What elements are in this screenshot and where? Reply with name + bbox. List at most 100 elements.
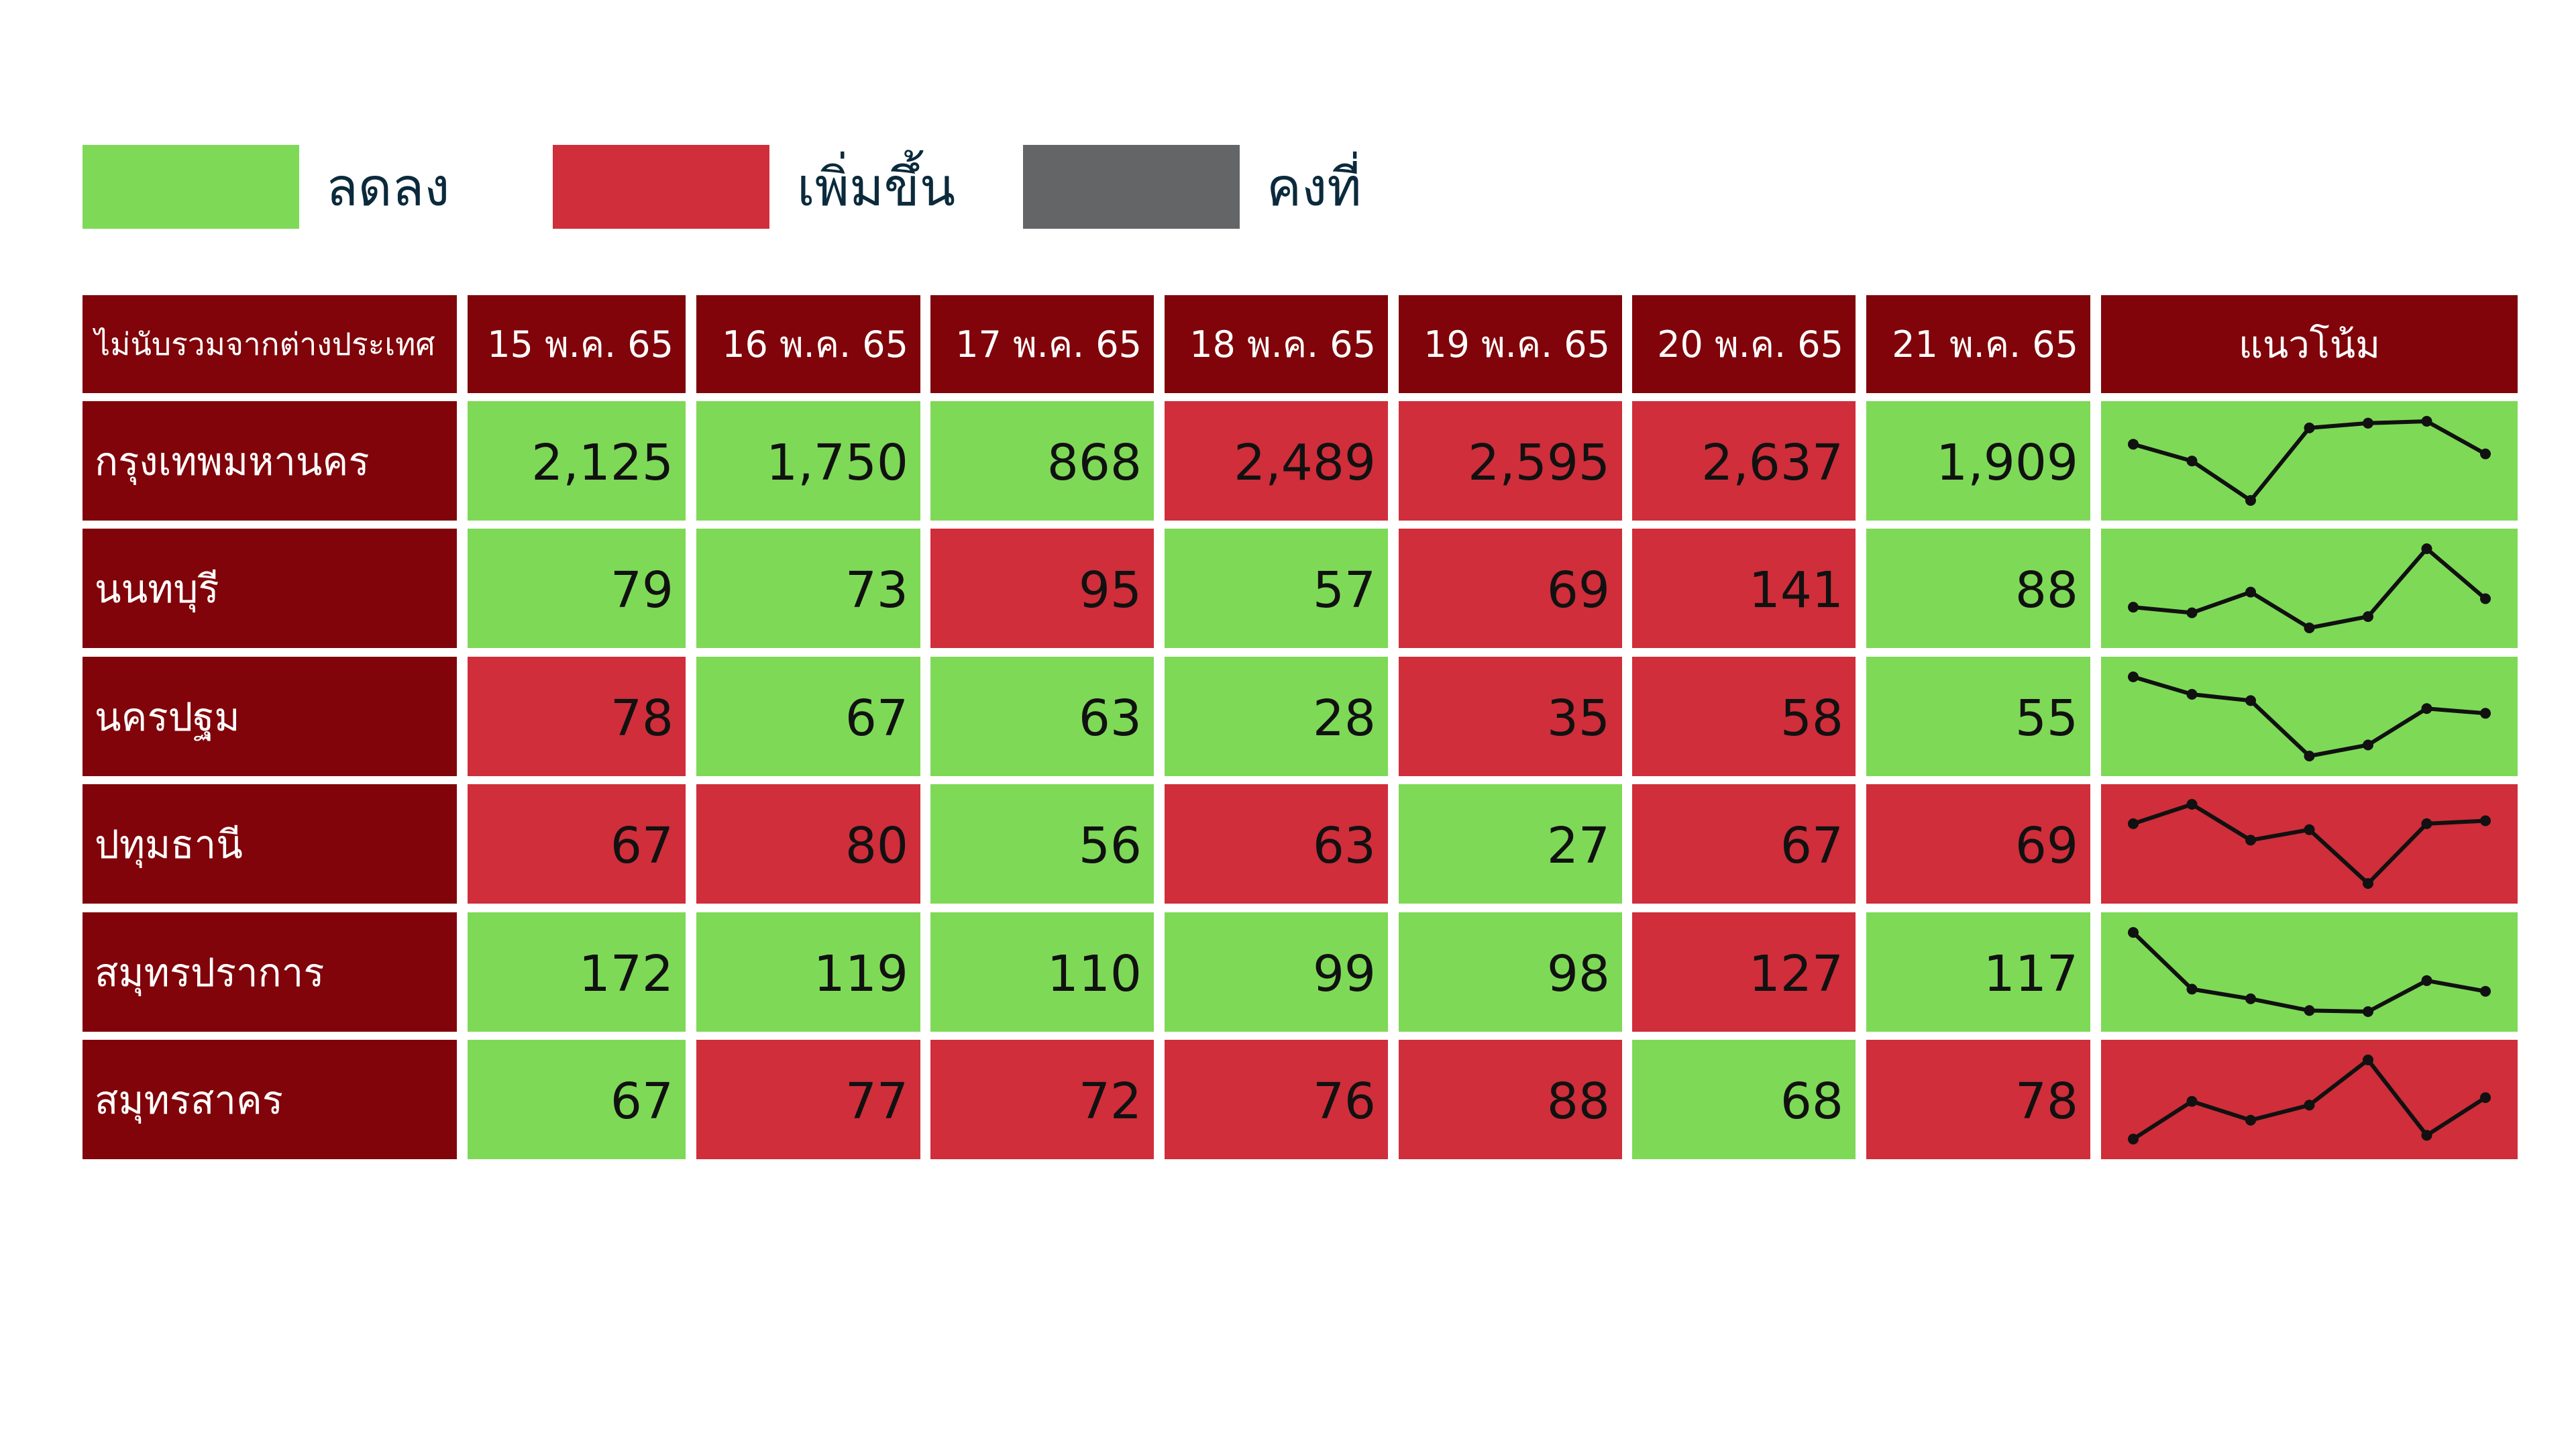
value-cell: 58 (1632, 657, 1856, 776)
value-cell: 80 (696, 784, 920, 904)
trend-point (2245, 495, 2256, 506)
value-cell: 117 (1866, 912, 2090, 1032)
trend-sparkline-cell (2101, 657, 2518, 776)
value-cell: 99 (1165, 912, 1388, 1032)
value-cell: 2,125 (468, 401, 686, 521)
trend-sparkline-cell (2101, 912, 2518, 1032)
trend-point (2480, 815, 2491, 826)
value-cell: 78 (468, 657, 686, 776)
value-cell: 69 (1866, 784, 2090, 904)
trend-point (2421, 416, 2432, 427)
trend-point (2186, 799, 2198, 810)
trend-point (2304, 824, 2315, 835)
trend-point (2128, 927, 2139, 938)
trend-point (2304, 1005, 2315, 1016)
province-name: นครปฐม (83, 657, 457, 776)
value-cell: 110 (930, 912, 1154, 1032)
trend-point (2128, 818, 2139, 829)
trend-sparkline-cell (2101, 529, 2518, 648)
legend-swatch-same (1023, 145, 1240, 229)
header-date: 19 พ.ค. 65 (1399, 295, 1622, 393)
value-cell: 56 (930, 784, 1154, 904)
value-cell: 868 (930, 401, 1154, 521)
trend-point (2186, 455, 2198, 467)
value-cell: 67 (468, 784, 686, 904)
trend-point (2363, 417, 2373, 429)
trend-point (2245, 1114, 2256, 1126)
trend-sparkline (2128, 672, 2491, 761)
trend-point (2245, 835, 2256, 846)
trend-point (2421, 703, 2432, 714)
trend-sparkline (2128, 927, 2491, 1017)
value-cell: 35 (1399, 657, 1622, 776)
header-date: 16 พ.ค. 65 (696, 295, 920, 393)
value-cell: 1,909 (1866, 401, 2090, 521)
trend-sparkline (2128, 543, 2491, 633)
province-name: นนทบุรี (83, 529, 457, 648)
trend-line (2132, 1058, 2487, 1141)
header-date: 17 พ.ค. 65 (930, 295, 1154, 393)
value-cell: 57 (1165, 529, 1388, 648)
trend-point (2421, 975, 2432, 986)
value-cell: 79 (468, 529, 686, 648)
value-cell: 2,637 (1632, 401, 1856, 521)
trend-point (2421, 818, 2432, 829)
trend-point (2480, 448, 2491, 460)
value-cell: 63 (1165, 784, 1388, 904)
trend-point (2128, 1134, 2139, 1144)
legend-label-same: คงที่ (1267, 158, 1362, 218)
value-cell: 67 (468, 1040, 686, 1159)
value-cell: 127 (1632, 912, 1856, 1032)
trend-point (2304, 422, 2315, 433)
value-cell: 1,750 (696, 401, 920, 521)
trend-point (2128, 602, 2139, 613)
value-cell: 72 (930, 1040, 1154, 1159)
trend-point (2128, 439, 2139, 450)
province-name: สมุทรสาคร (83, 1040, 457, 1159)
trend-point (2363, 739, 2373, 751)
value-cell: 88 (1399, 1040, 1622, 1159)
trend-point (2186, 607, 2198, 619)
trend-sparkline-cell (2101, 1040, 2518, 1159)
trend-sparkline-cell (2101, 401, 2518, 521)
value-cell: 55 (1866, 657, 2090, 776)
trend-point (2245, 993, 2256, 1004)
value-cell: 67 (1632, 784, 1856, 904)
trend-point (2480, 708, 2491, 719)
trend-point (2363, 878, 2373, 889)
trend-line (2133, 802, 2486, 885)
value-cell: 78 (1866, 1040, 2090, 1159)
value-cell: 73 (696, 529, 920, 648)
value-cell: 2,489 (1165, 401, 1388, 521)
trend-point (2186, 983, 2198, 995)
trend-point (2186, 689, 2198, 700)
value-cell: 141 (1632, 529, 1856, 648)
legend-swatch-decrease (83, 145, 299, 229)
trend-sparkline (2128, 1055, 2491, 1144)
header-date: 15 พ.ค. 65 (468, 295, 686, 393)
value-cell: 95 (930, 529, 1154, 648)
value-cell: 76 (1165, 1040, 1388, 1159)
province-name: กรุงเทพมหานคร (83, 401, 457, 521)
legend-swatch-increase (553, 145, 769, 229)
header-date: 21 พ.ค. 65 (1866, 295, 2090, 393)
value-cell: 68 (1632, 1040, 1856, 1159)
trend-point (2363, 1055, 2373, 1065)
trend-point (2480, 1092, 2491, 1104)
header-corner-label: ไม่นับรวมจากต่างประเทศ (83, 295, 457, 393)
trend-point (2480, 985, 2491, 997)
trend-line (2133, 547, 2487, 630)
trend-point (2421, 1130, 2432, 1141)
trend-sparkline (2128, 416, 2491, 506)
value-cell: 98 (1399, 912, 1622, 1032)
value-cell: 69 (1399, 529, 1622, 648)
value-cell: 63 (930, 657, 1154, 776)
value-cell: 77 (696, 1040, 920, 1159)
trend-point (2245, 695, 2256, 706)
value-cell: 2,595 (1399, 401, 1622, 521)
trend-point (2186, 1095, 2198, 1107)
trend-point (2128, 672, 2139, 682)
header-date: 20 พ.ค. 65 (1632, 295, 1856, 393)
header-trend: แนวโน้ม (2101, 295, 2518, 393)
